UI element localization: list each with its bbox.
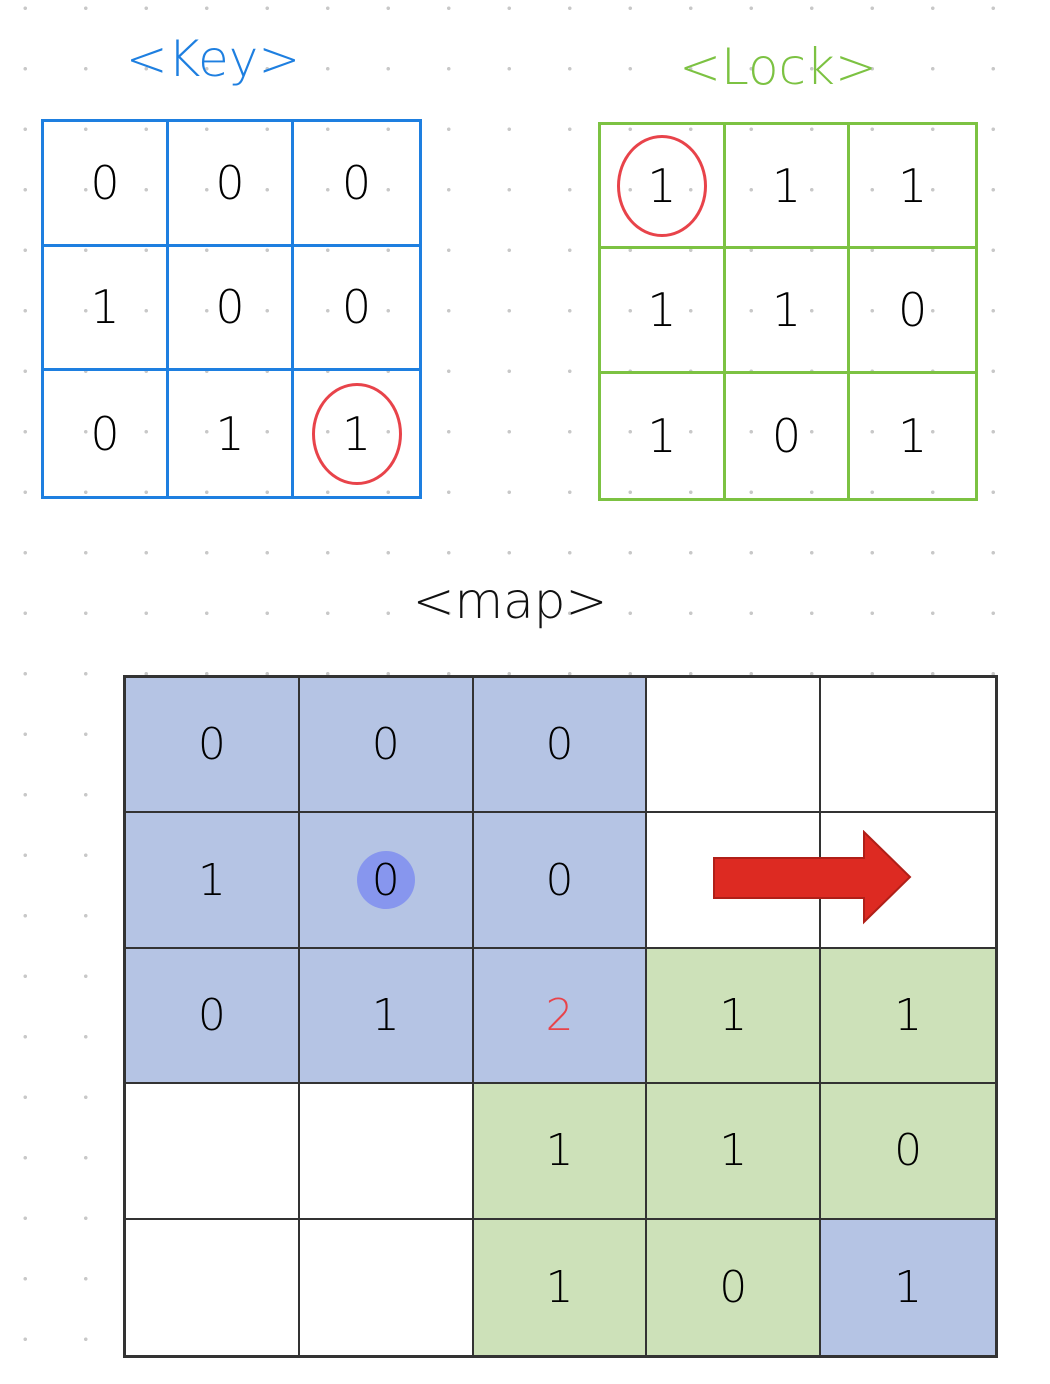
arrow-right-icon <box>713 830 912 925</box>
cell-value: 0 <box>197 989 226 1041</box>
key-cell: 0 <box>169 246 294 372</box>
cell-value: 1 <box>719 1125 748 1177</box>
cell-value: 0 <box>545 719 574 771</box>
key-cell: 0 <box>169 122 294 247</box>
key-cell: 0 <box>294 247 419 372</box>
cell-value: 1 <box>647 408 677 463</box>
cell-value: 0 <box>771 408 802 463</box>
map-cell <box>126 1219 300 1355</box>
cell-value: 1 <box>898 408 928 463</box>
lock-cell: 1 <box>725 249 851 374</box>
cell-value: 0 <box>719 1261 748 1313</box>
cell-value: 1 <box>197 854 226 906</box>
cell-value: 1 <box>647 158 677 213</box>
highlight-circle <box>616 134 707 237</box>
lock-cell: 1 <box>850 374 975 498</box>
lock-cell: 1 <box>601 125 726 250</box>
lock-cell: 0 <box>850 249 975 374</box>
cell-value: 1 <box>771 282 802 337</box>
key-cell: 0 <box>44 122 169 247</box>
cell-value: 1 <box>894 989 923 1041</box>
highlight-circle <box>311 382 402 485</box>
map-cell <box>126 1084 300 1220</box>
cell-value: 1 <box>771 158 802 213</box>
key-label: <Key> <box>125 30 301 88</box>
lock-cell: 0 <box>726 373 851 498</box>
cell-value: 1 <box>545 1261 574 1313</box>
cell-value: 0 <box>215 155 245 210</box>
map-cell <box>821 678 995 814</box>
map-cell <box>299 1084 474 1220</box>
map-grid: 0 0 0 1 0 0 0 1 2 1 1 1 1 0 1 0 1 <box>123 675 998 1358</box>
key-cell: 0 <box>44 371 169 496</box>
map-cell: 1 <box>126 813 300 949</box>
lock-cell: 1 <box>601 373 726 498</box>
map-cell: 0 <box>126 948 300 1085</box>
cell-value: 1 <box>341 406 372 461</box>
map-cell: 1 <box>647 948 822 1085</box>
cell-value: 1 <box>545 1125 574 1177</box>
cell-value: 0 <box>371 854 400 906</box>
map-cell <box>647 678 822 814</box>
map-cell: 0 <box>821 1084 995 1220</box>
map-cell: 0 <box>299 678 474 814</box>
cell-value: 0 <box>894 1125 923 1177</box>
map-cell: 0 <box>126 678 300 814</box>
map-cell: 1 <box>647 1084 822 1220</box>
key-cell: 1 <box>294 371 419 496</box>
lock-label: <Lock> <box>679 38 877 96</box>
map-cell: 2 <box>473 948 648 1085</box>
lock-cell: 1 <box>725 125 851 250</box>
cell-value: 0 <box>341 155 372 210</box>
map-cell: 1 <box>473 1219 648 1355</box>
cell-value: 1 <box>90 280 120 335</box>
cell-value: 1 <box>371 989 400 1041</box>
filled-mark <box>356 851 415 910</box>
key-cell: 1 <box>44 246 169 372</box>
map-cell: 0 <box>473 813 648 949</box>
cell-value: 1 <box>898 158 928 213</box>
lock-cell: 1 <box>850 125 975 250</box>
cell-value: 0 <box>90 155 120 210</box>
map-label: <map> <box>412 572 608 630</box>
key-grid: 0 0 0 1 0 0 0 1 1 <box>41 119 422 499</box>
lock-cell: 1 <box>601 249 726 374</box>
cell-value: 1 <box>719 989 748 1041</box>
cell-value: 1 <box>894 1261 923 1313</box>
map-cell: 1 <box>299 948 474 1085</box>
map-cell: 1 <box>821 948 995 1085</box>
map-cell <box>299 1219 474 1355</box>
cell-value: 0 <box>545 854 574 906</box>
cell-value: 0 <box>215 280 245 335</box>
cell-value: 0 <box>197 719 226 771</box>
key-cell: 0 <box>294 122 419 247</box>
map-cell: 1 <box>821 1219 995 1355</box>
cell-value: 1 <box>215 406 245 461</box>
cell-value: 0 <box>341 280 372 335</box>
cell-value: 0 <box>90 406 120 461</box>
cell-value: 0 <box>371 719 400 771</box>
cell-value: 2 <box>545 989 574 1041</box>
lock-grid: 1 1 1 1 1 0 1 0 1 <box>598 122 978 501</box>
map-cell: 0 <box>473 678 648 814</box>
cell-value: 0 <box>898 282 928 337</box>
map-cell: 0 <box>299 813 474 949</box>
map-cell: 1 <box>473 1084 648 1220</box>
cell-value: 1 <box>647 282 677 337</box>
key-cell: 1 <box>169 371 294 496</box>
map-cell: 0 <box>647 1219 822 1355</box>
